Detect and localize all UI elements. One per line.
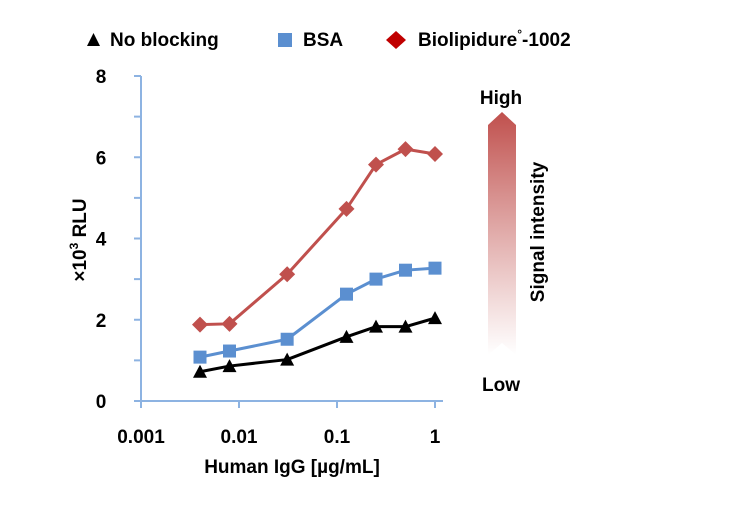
x-axis-title: Human IgG [µg/mL] [204,457,380,478]
data-point-square [280,332,294,346]
legend-label-no-blocking: No blocking [110,30,219,51]
signal-low-label: Low [482,375,520,396]
y-tick-label: 0 [96,392,107,413]
y-tick-label: 4 [96,230,107,251]
data-point-triangle [398,319,413,333]
y-tick-label: 8 [96,67,107,88]
legend-marker-diamond [386,31,406,49]
signal-high-label: High [480,88,522,109]
data-point-square [428,261,442,275]
data-point-square [369,272,383,286]
data-point-triangle [368,319,383,333]
data-point-diamond [338,200,355,217]
legend-item-bsa: BSA [278,30,343,51]
x-tick-label: 0.1 [324,427,351,448]
signal-intensity-label: Signal intensity [528,161,549,302]
y-axis-title-sup: 3 [67,242,81,249]
legend-label-biolipidure-tail: -1002 [522,30,571,51]
data-point-diamond [397,141,414,158]
legend-label-bsa: BSA [303,30,343,51]
signal-intensity-arrow [488,112,516,355]
signal-intensity-indicator: High Low Signal intensity [480,88,549,396]
x-ticks: 0.001 0.01 0.1 1 [117,401,441,448]
y-axis-title-main: ×10 [70,249,91,281]
legend-item-biolipidure: Biolipidure°-1002 [386,27,571,51]
data-point-diamond [427,146,443,162]
data-point-triangle [222,359,237,373]
data-point-diamond [221,315,238,332]
y-axis-title: ×103 RLU [67,198,91,281]
y-tick-label: 6 [96,148,107,169]
data-point-triangle [339,329,354,343]
data-point-triangle [280,352,295,366]
data-point-square [193,350,207,364]
data-point-diamond [192,316,209,333]
legend-label-biolipidure-main: Biolipidure [418,30,517,51]
legend-item-no-blocking: No blocking [87,30,219,51]
series-line-2 [199,147,436,327]
data-point-square [339,287,353,301]
x-tick-label: 0.01 [221,427,258,448]
legend-label-biolipidure: Biolipidure°-1002 [418,27,571,51]
legend-marker-square [278,33,292,47]
series-layer [192,141,443,378]
x-tick-label: 0.001 [117,427,165,448]
axes [140,76,443,402]
data-point-triangle [193,364,208,378]
x-tick-label: 1 [430,427,441,448]
legend-label-biolipidure-sup: ° [517,27,522,41]
data-point-square [223,344,237,358]
y-tick-label: 2 [96,311,107,332]
data-point-square [398,263,412,277]
legend-marker-triangle [87,33,100,46]
data-point-diamond [367,156,384,173]
legend: No blocking BSA Biolipidure°-1002 [87,27,571,51]
y-axis-title-tail: RLU [70,198,91,242]
data-point-diamond [279,266,296,283]
data-point-triangle [428,311,442,325]
series-line-1 [199,266,436,359]
y-ticks: 0 2 4 6 8 [96,67,141,413]
